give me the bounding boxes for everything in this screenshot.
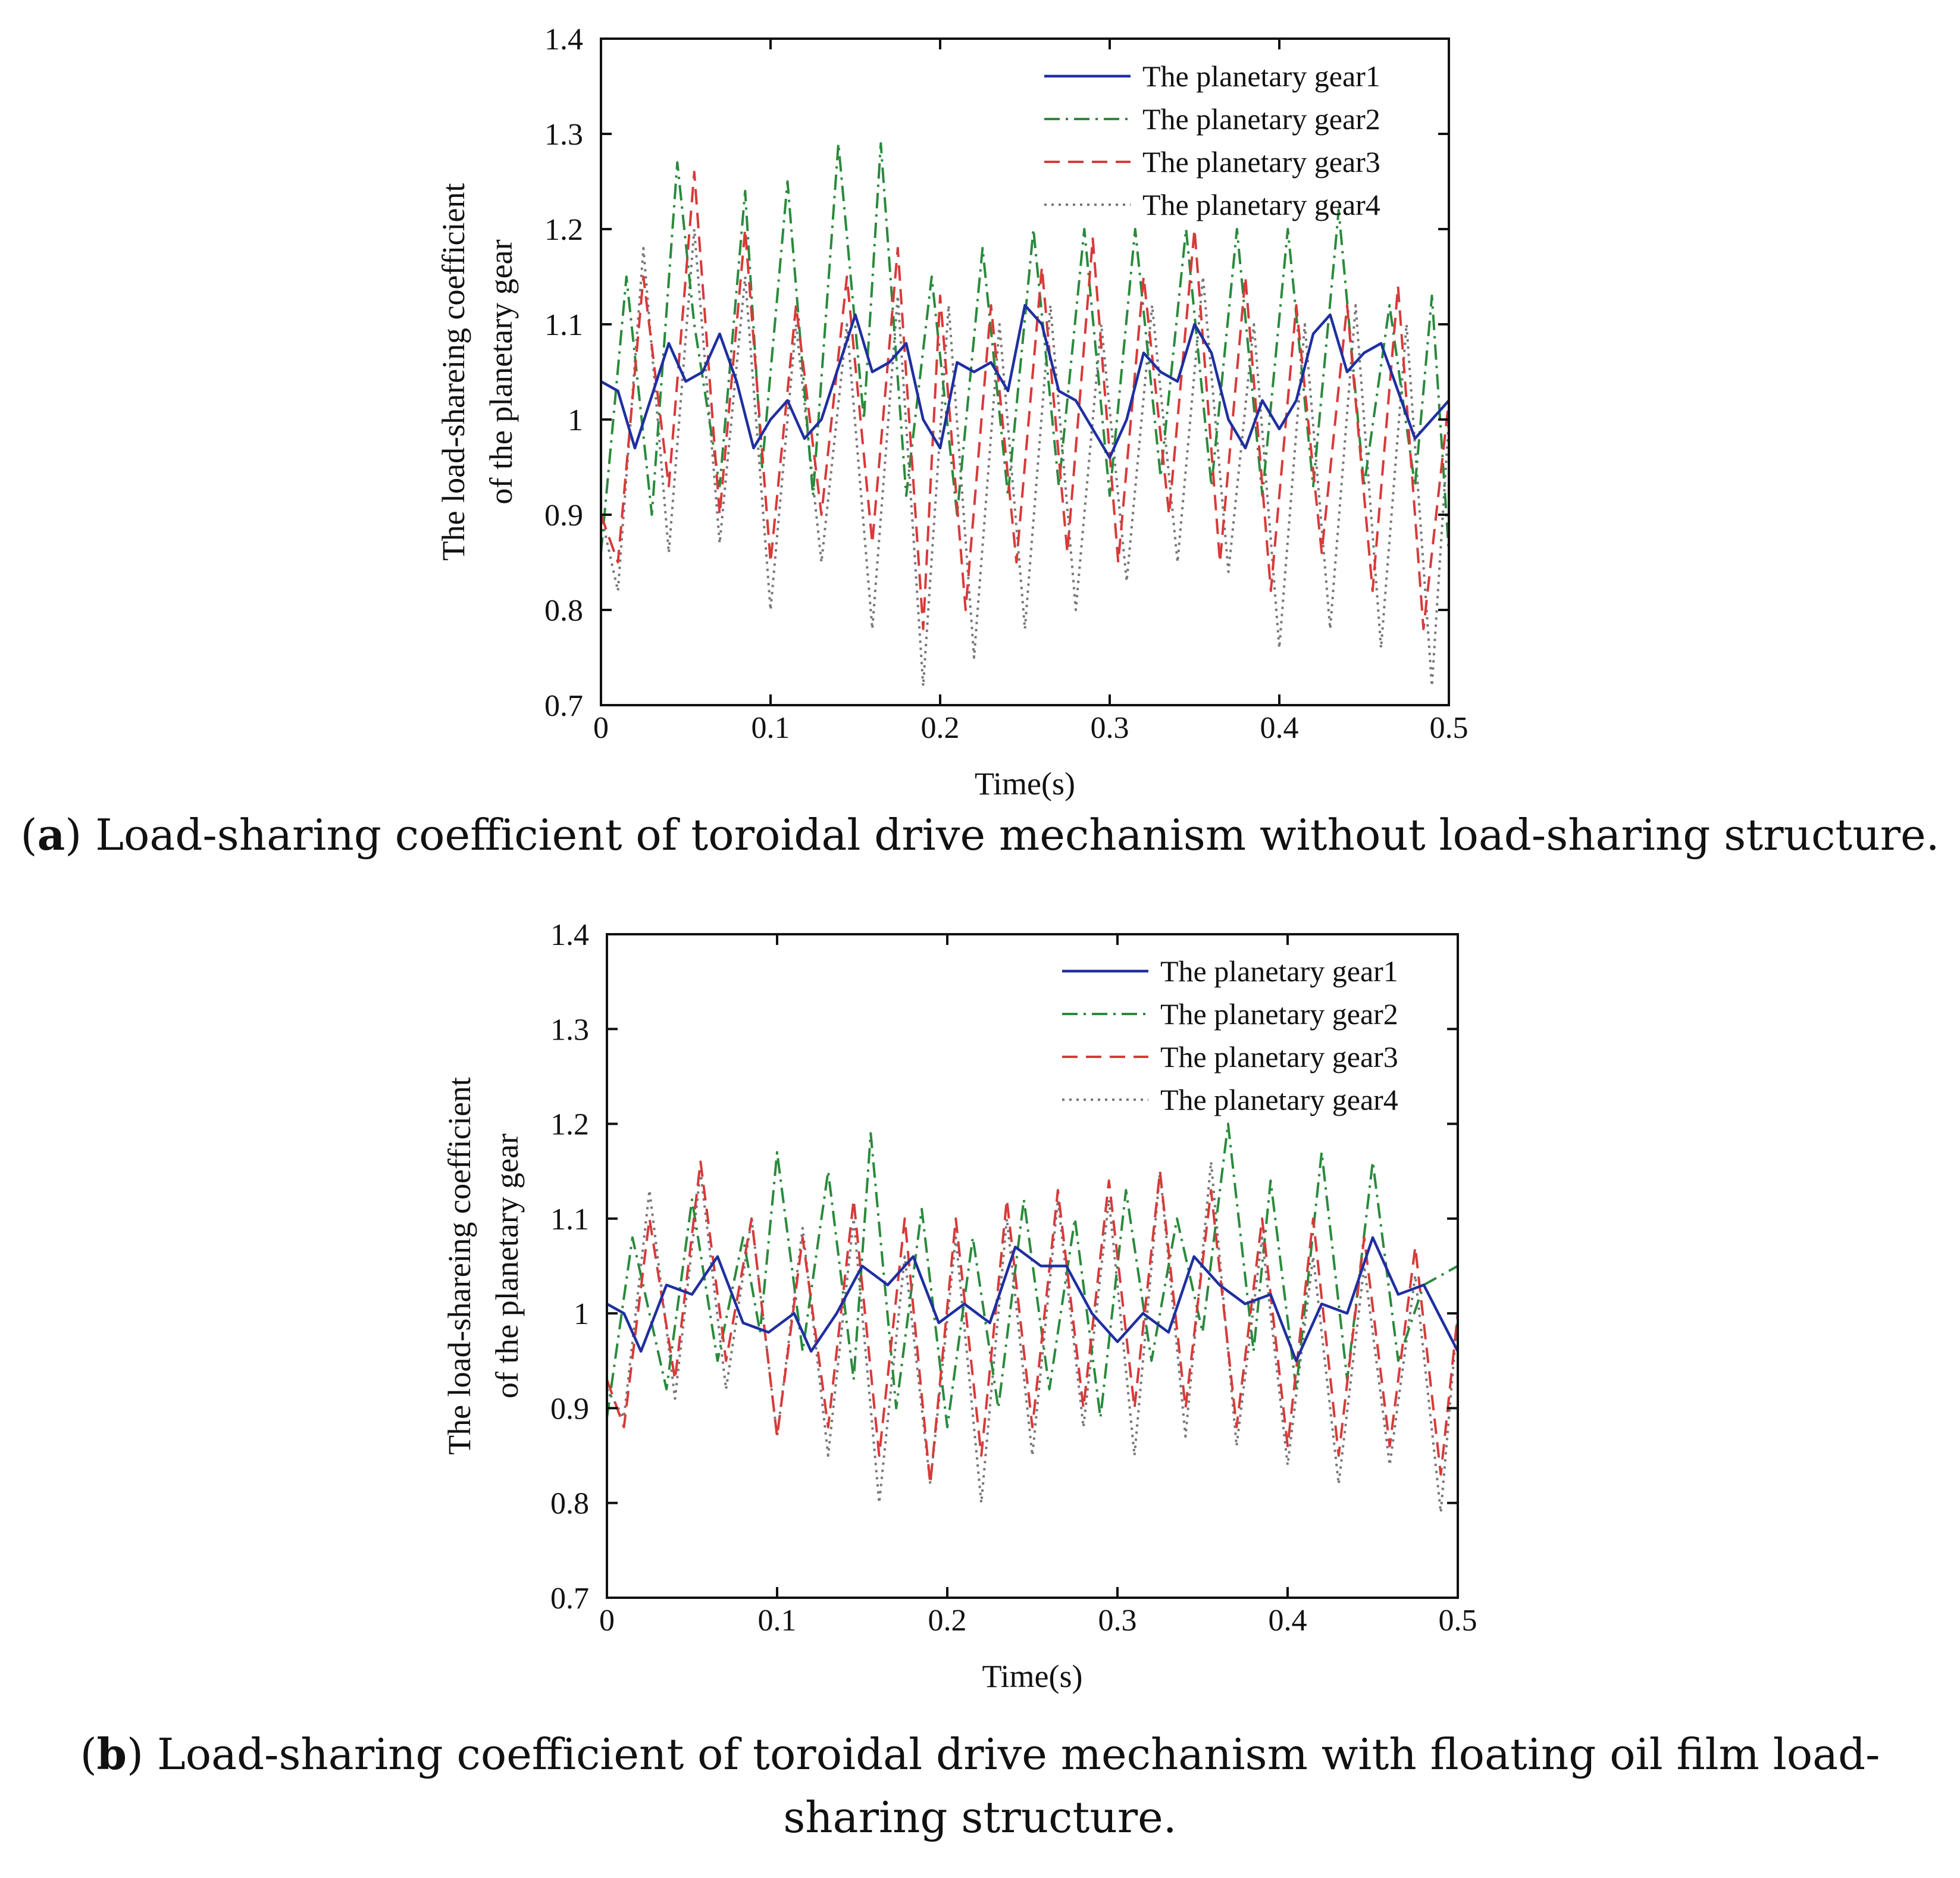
caption-b-text: Load-sharing coefficient of toroidal dri… (143, 1729, 1880, 1842)
y-axis-label-line2: of the planetary gear (489, 1134, 525, 1398)
series-line-gear2 (607, 1122, 1458, 1429)
x-tick-label: 0.1 (758, 1604, 797, 1638)
y-tick-label: 1 (568, 403, 583, 437)
x-axis-label: Time(s) (975, 766, 1075, 802)
x-tick-label: 0 (593, 711, 609, 745)
caption-a: (a) Load-sharing coefficient of toroidal… (20, 809, 1940, 860)
series-line-gear3 (601, 171, 1449, 630)
x-tick-label: 0.5 (1439, 1604, 1477, 1638)
series-line-gear1 (601, 303, 1449, 459)
figure-panel-a: 0.7 0.8 0.9 1 1.1 1.2 1.3 1.4 0 0.1 0.2 0.3 0.4 0.5 Ti… (0, 0, 1960, 899)
y-tick-label: 1 (574, 1297, 589, 1331)
y-tick-label: 1.3 (544, 118, 583, 152)
caption-b: (b) Load-sharing coefficient of toroidal… (80, 1729, 1880, 1842)
series-line-gear4 (607, 1160, 1458, 1514)
series-line-gear2 (601, 142, 1449, 553)
y-tick-label: 1.2 (550, 1108, 589, 1142)
x-tick-label: 0.2 (928, 1604, 967, 1638)
y-axis-label-line1: The load-shareing coefficient (436, 183, 471, 561)
legend-label-gear4: The planetary gear4 (1160, 1083, 1398, 1116)
y-tick-label: 0.7 (550, 1582, 589, 1616)
x-tick-label: 0.1 (752, 711, 790, 745)
x-tick-label: 0.3 (1098, 1604, 1137, 1638)
chart-a: 0.7 0.8 0.9 1 1.1 1.2 1.3 1.4 0 0.1 0.2 0.3 0.4 0.5 Ti… (436, 23, 1469, 802)
series-line-gear3 (607, 1160, 1458, 1485)
x-tick-label: 0.4 (1260, 711, 1299, 745)
series-line-gear4 (601, 228, 1449, 687)
x-tick-label: 0.5 (1430, 711, 1469, 745)
y-axis-label-line1: The load-shareing coefficient (442, 1077, 477, 1455)
figure-panel-b: 0.7 0.8 0.9 1 1.1 1.2 1.3 1.4 0 0.1 0.2 0.3 0.4 0.5 Ti… (0, 899, 1960, 1878)
caption-a-text: Load-sharing coefficient of toroidal dri… (82, 810, 1940, 860)
caption-a-label: a (37, 809, 65, 860)
y-tick-label: 1.1 (550, 1203, 589, 1237)
caption-b-label: b (96, 1729, 127, 1779)
chart-b: 0.7 0.8 0.9 1 1.1 1.2 1.3 1.4 0 0.1 0.2 0.3 0.4 0.5 Ti… (442, 918, 1477, 1694)
legend-label-gear3: The planetary gear3 (1142, 145, 1380, 179)
x-tick-label: 0.3 (1091, 711, 1129, 745)
x-tick-label: 0.4 (1269, 1604, 1307, 1638)
y-axis-label-line2: of the planetary gear (483, 239, 519, 504)
legend-label-gear1: The planetary gear1 (1142, 60, 1380, 93)
y-tick-label: 0.9 (550, 1392, 589, 1426)
plot-frame (600, 37, 1450, 706)
y-tick-label: 1.4 (544, 23, 583, 57)
y-tick-label: 1.4 (550, 918, 589, 952)
series-line-gear1 (607, 1236, 1458, 1363)
y-tick-label: 1.3 (550, 1013, 589, 1047)
legend-label-gear1: The planetary gear1 (1160, 954, 1398, 988)
x-tick-label: 0 (599, 1604, 615, 1638)
y-tick-label: 0.7 (544, 689, 583, 723)
x-tick-label: 0.2 (921, 711, 960, 745)
plot-frame (606, 933, 1459, 1599)
y-tick-label: 1.1 (544, 308, 583, 342)
legend-label-gear3: The planetary gear3 (1160, 1040, 1398, 1073)
legend-label-gear2: The planetary gear2 (1160, 997, 1398, 1031)
legend-label-gear4: The planetary gear4 (1142, 188, 1380, 221)
y-tick-label: 0.8 (544, 594, 583, 628)
y-tick-label: 0.9 (544, 499, 583, 533)
legend-label-gear2: The planetary gear2 (1142, 102, 1380, 136)
y-tick-label: 0.8 (550, 1487, 589, 1521)
x-axis-label: Time(s) (982, 1658, 1082, 1694)
y-tick-label: 1.2 (544, 213, 583, 247)
